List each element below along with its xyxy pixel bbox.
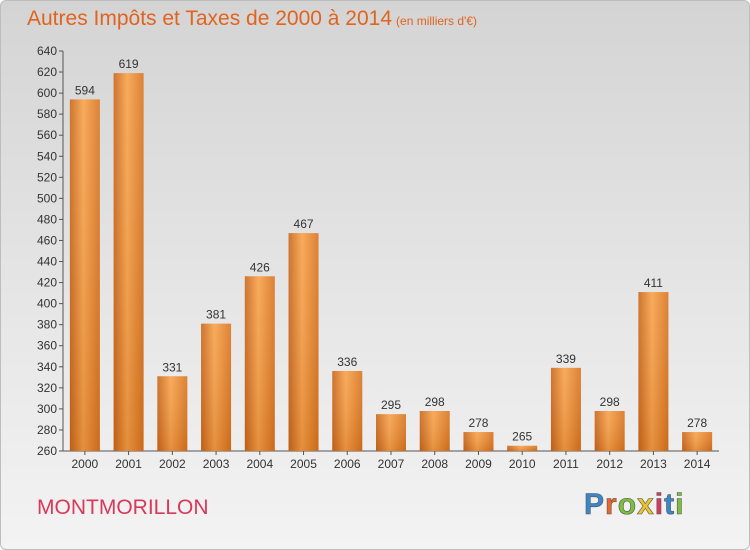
y-tick-label: 620 (37, 65, 57, 79)
bar-shade (157, 376, 188, 451)
y-tick-label: 500 (37, 191, 57, 205)
y-tick-label: 400 (37, 297, 57, 311)
y-tick-label: 420 (37, 276, 57, 290)
y-tick-label: 600 (37, 86, 57, 100)
y-tick-label: 260 (37, 444, 57, 458)
x-tick-label: 2000 (72, 457, 99, 471)
y-tick-label: 360 (37, 339, 57, 353)
y-tick-label: 460 (37, 233, 57, 247)
y-tick-label: 320 (37, 381, 57, 395)
bar-shade (244, 276, 275, 451)
data-label: 594 (75, 83, 95, 97)
data-label: 336 (337, 355, 357, 369)
proxiti-logo: Proxiti (584, 488, 685, 522)
x-tick-label: 2014 (684, 457, 711, 471)
y-tick-label: 580 (37, 107, 57, 121)
y-tick-label: 340 (37, 360, 57, 374)
data-label: 278 (468, 416, 488, 430)
bar-shade (463, 432, 494, 451)
x-tick-label: 2006 (334, 457, 361, 471)
x-tick-label: 2013 (640, 457, 667, 471)
x-tick-label: 2008 (421, 457, 448, 471)
data-label: 467 (294, 217, 314, 231)
y-tick-label: 300 (37, 402, 57, 416)
bar-shade (507, 445, 538, 451)
chart-unit-label: (en milliers d'€) (396, 14, 478, 28)
y-tick-label: 520 (37, 170, 57, 184)
bar-shade (638, 292, 669, 451)
x-tick-label: 2010 (509, 457, 536, 471)
x-tick-label: 2004 (246, 457, 273, 471)
y-tick-label: 380 (37, 318, 57, 332)
bar-shade (288, 233, 319, 451)
x-tick-label: 2001 (115, 457, 142, 471)
bar-shade (594, 411, 625, 451)
data-label: 265 (512, 430, 532, 444)
data-label: 331 (162, 360, 182, 374)
data-label: 298 (425, 395, 445, 409)
bar-shade (550, 367, 581, 451)
data-label: 381 (206, 308, 226, 322)
x-tick-label: 2007 (378, 457, 405, 471)
data-label: 298 (600, 395, 620, 409)
bar-shade (113, 73, 144, 452)
bar-shade (682, 432, 713, 451)
data-label: 619 (119, 57, 139, 71)
chart-title: Autres Impôts et Taxes de 2000 à 2014 (en… (27, 7, 477, 31)
y-tick-label: 440 (37, 255, 57, 269)
bar-shade (376, 414, 406, 451)
commune-name: MONTMORILLON (37, 496, 209, 519)
x-tick-label: 2005 (290, 457, 317, 471)
y-tick-label: 540 (37, 149, 57, 163)
data-label: 278 (687, 416, 707, 430)
data-label: 339 (556, 352, 576, 366)
x-tick-label: 2002 (159, 457, 186, 471)
bar-shade (69, 99, 100, 451)
x-tick-label: 2003 (203, 457, 230, 471)
bar-shade (332, 371, 363, 451)
x-tick-label: 2012 (596, 457, 623, 471)
data-label: 426 (250, 260, 270, 274)
y-tick-label: 480 (37, 212, 57, 226)
x-tick-label: 2009 (465, 457, 492, 471)
y-tick-label: 280 (37, 423, 57, 437)
bar-shade (419, 411, 450, 451)
bar-shade (201, 323, 232, 451)
data-label: 411 (644, 276, 663, 290)
y-tick-label: 640 (37, 44, 57, 58)
y-tick-label: 560 (37, 128, 57, 142)
chart-title-text: Autres Impôts et Taxes de 2000 à 2014 (27, 7, 393, 30)
x-tick-label: 2011 (553, 457, 579, 471)
data-label: 295 (381, 398, 401, 412)
